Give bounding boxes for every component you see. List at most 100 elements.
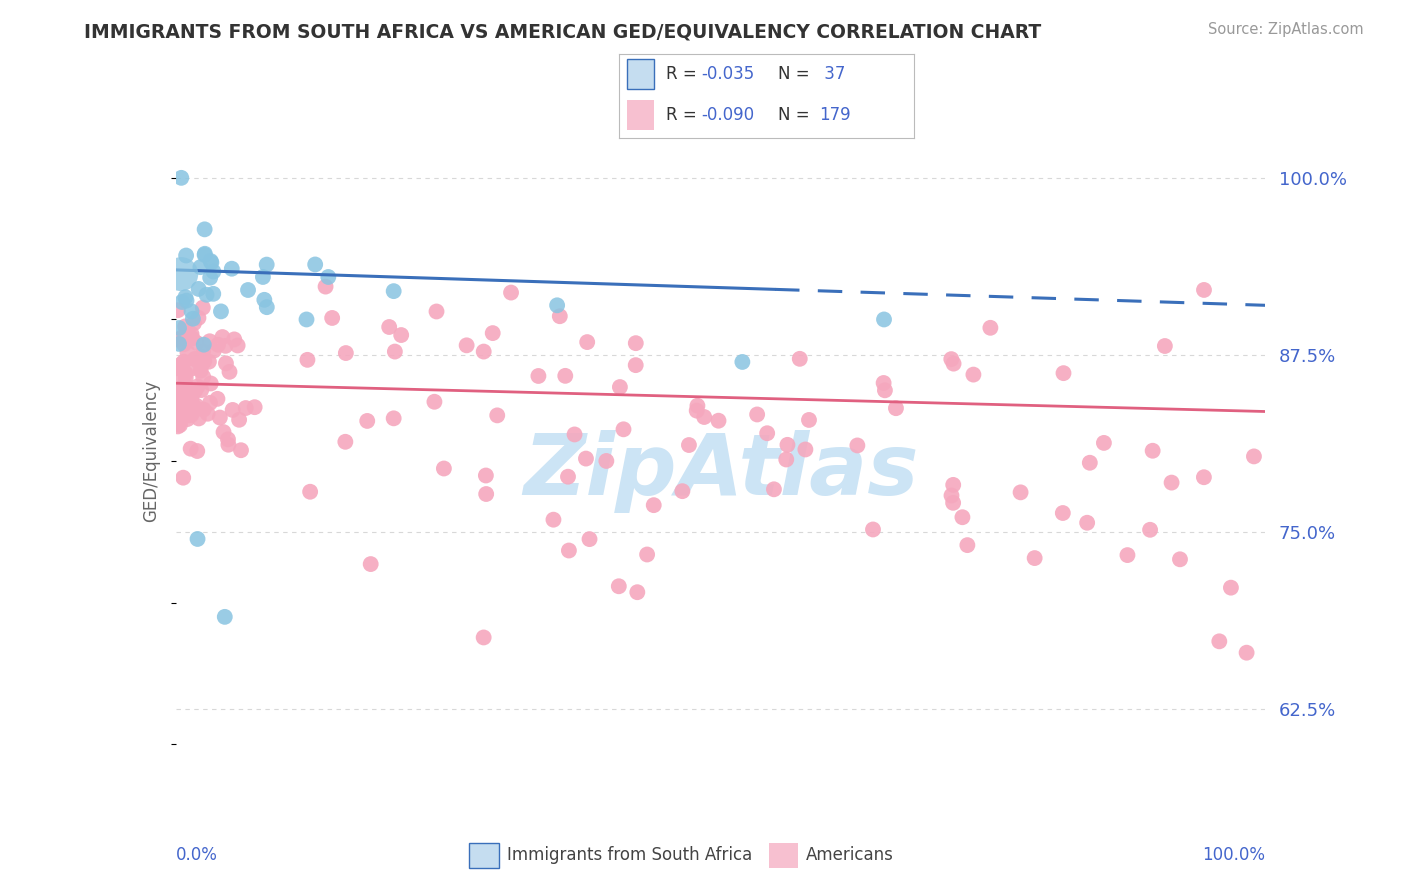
Point — [612, 422, 634, 436]
Point — [624, 358, 647, 372]
Point — [194, 222, 217, 236]
Point — [173, 337, 195, 351]
Point — [557, 469, 579, 483]
Point — [208, 410, 231, 425]
Point — [1168, 552, 1191, 566]
Point — [1142, 443, 1164, 458]
Point — [295, 312, 318, 326]
Point — [548, 310, 571, 324]
Point — [762, 483, 785, 497]
Point — [776, 438, 799, 452]
Point — [183, 400, 205, 414]
Text: N =: N = — [778, 65, 815, 83]
Point — [179, 404, 201, 418]
Point — [193, 354, 215, 368]
Point — [1154, 339, 1177, 353]
Point — [360, 557, 382, 571]
Point — [1192, 470, 1215, 484]
Point — [167, 361, 190, 376]
Point — [180, 408, 202, 422]
Point — [558, 543, 581, 558]
Point — [221, 403, 243, 417]
Point — [200, 376, 222, 391]
Point — [335, 434, 357, 449]
Point — [256, 258, 278, 272]
Point — [214, 339, 236, 353]
Point — [174, 370, 197, 384]
Text: R =: R = — [666, 65, 702, 83]
Point — [174, 248, 197, 262]
Point — [186, 444, 208, 458]
Point — [1160, 475, 1182, 490]
Point — [941, 488, 963, 502]
Point — [318, 270, 340, 285]
Point — [789, 351, 811, 366]
Point — [180, 304, 202, 318]
Point — [169, 368, 191, 382]
Point — [193, 337, 215, 351]
Point — [297, 352, 319, 367]
Point — [862, 523, 884, 537]
Point — [184, 351, 207, 366]
Point — [226, 338, 249, 352]
Point — [884, 401, 907, 416]
Point — [1243, 450, 1265, 464]
Text: 179: 179 — [820, 106, 851, 124]
Point — [174, 319, 197, 334]
Point — [190, 358, 212, 372]
Point — [214, 610, 236, 624]
Point — [872, 376, 894, 390]
Point — [378, 320, 401, 334]
Point — [167, 333, 190, 347]
Point — [187, 379, 209, 393]
Point — [198, 270, 221, 285]
Text: N =: N = — [778, 106, 815, 124]
Point — [1192, 283, 1215, 297]
Point — [167, 409, 190, 424]
Point — [190, 350, 212, 364]
Point — [1208, 634, 1230, 648]
Point — [202, 343, 225, 358]
Point — [624, 336, 647, 351]
Point — [177, 409, 200, 423]
Point — [846, 438, 869, 452]
Point — [686, 403, 709, 417]
Point — [253, 293, 276, 307]
Point — [167, 402, 190, 417]
Point — [775, 452, 797, 467]
Point — [180, 361, 202, 376]
Point — [456, 338, 478, 352]
Point — [952, 510, 974, 524]
Point — [797, 413, 820, 427]
Text: 100.0%: 100.0% — [1202, 846, 1265, 863]
Point — [170, 386, 193, 401]
Point — [475, 487, 498, 501]
Point — [202, 286, 225, 301]
Point — [173, 354, 195, 368]
Point — [1219, 581, 1241, 595]
Point — [595, 454, 617, 468]
Point — [179, 398, 201, 412]
Point — [167, 337, 190, 351]
Point — [173, 390, 195, 404]
Point — [546, 298, 568, 312]
Point — [170, 331, 193, 345]
Point — [180, 389, 202, 403]
Point — [172, 359, 194, 373]
Bar — [769, 843, 799, 868]
Point — [228, 413, 250, 427]
Text: -0.035: -0.035 — [702, 65, 755, 83]
Point — [211, 330, 233, 344]
Bar — [470, 843, 499, 868]
Point — [942, 478, 965, 492]
Point — [217, 433, 239, 447]
Point — [174, 290, 197, 304]
Point — [170, 295, 193, 310]
Point — [197, 407, 219, 421]
Point — [169, 397, 191, 411]
Point — [942, 357, 965, 371]
Point — [335, 346, 357, 360]
Point — [218, 365, 240, 379]
Point — [1116, 548, 1139, 562]
Point — [671, 484, 693, 499]
